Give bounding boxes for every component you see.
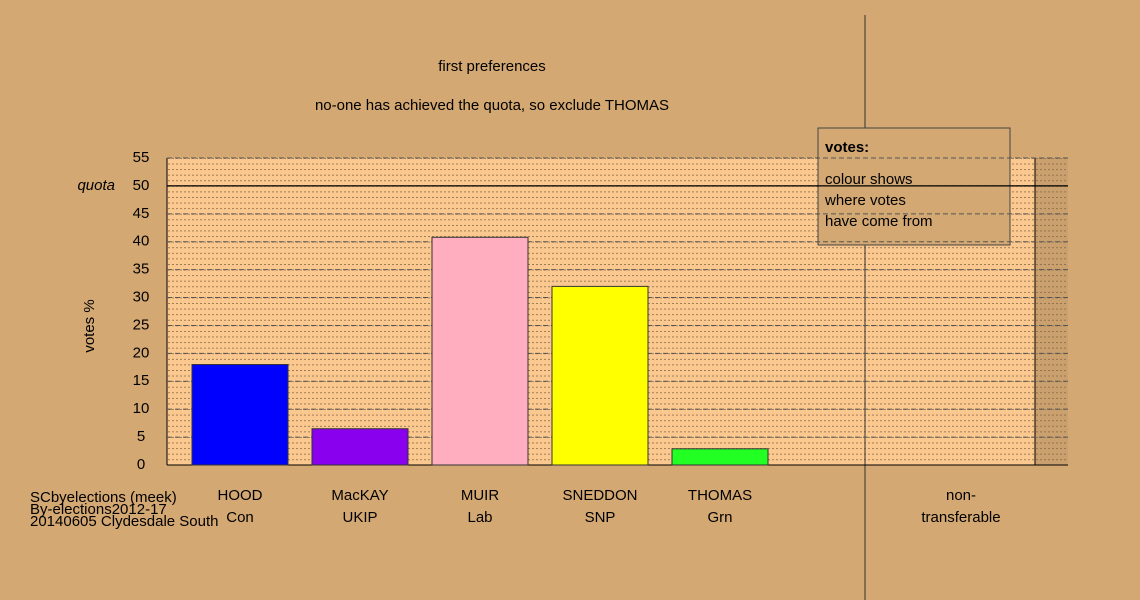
bar — [311, 428, 409, 466]
legend-text: where votes — [824, 192, 906, 209]
y-tick-label: 50 — [133, 177, 150, 194]
y-tick-label: 35 — [133, 261, 150, 278]
x-tick-label: HOOD — [218, 487, 263, 504]
bar — [191, 364, 289, 466]
chart-subtitle: no-one has achieved the quota, so exclud… — [315, 97, 669, 114]
y-tick-label: 10 — [133, 400, 150, 417]
bar — [551, 285, 649, 466]
y-tick-label: 30 — [133, 289, 150, 306]
x-tick-label: non- — [946, 487, 976, 504]
x-tick-label: THOMAS — [688, 487, 752, 504]
x-tick-label: SNP — [585, 509, 616, 526]
y-tick-label: 40 — [133, 233, 150, 250]
x-tick-label: MUIR — [461, 487, 499, 504]
legend-title: votes: — [825, 139, 869, 156]
x-tick-label: transferable — [921, 509, 1000, 526]
y-axis-label: votes % — [81, 299, 98, 352]
y-tick-label: 0 — [137, 456, 145, 473]
x-tick-label: SNEDDON — [562, 487, 637, 504]
legend-text: have come from — [825, 213, 933, 230]
y-tick-label: 25 — [133, 316, 150, 333]
footer-text: 20140605 Clydesdale South — [30, 513, 218, 530]
legend-text: colour shows — [825, 171, 913, 188]
y-tick-label: 5 — [137, 428, 145, 445]
x-tick-label: Grn — [707, 509, 732, 526]
minor-grid — [1035, 158, 1068, 465]
x-tick-label: UKIP — [342, 509, 377, 526]
y-tick-label: 20 — [133, 344, 150, 361]
footer-text: By-elections2012-17 — [30, 501, 167, 518]
x-tick-label: Lab — [467, 509, 492, 526]
chart-title: first preferences — [438, 58, 546, 75]
y-tick-label: 15 — [133, 372, 150, 389]
y-tick-label: 45 — [133, 205, 150, 222]
quota-label: quota — [77, 177, 115, 194]
x-tick-label: Con — [226, 509, 254, 526]
bar — [671, 448, 769, 466]
y-tick-label: 55 — [133, 149, 150, 166]
bar — [431, 236, 529, 466]
footer-text: SCbyelections (meek) — [30, 489, 177, 506]
x-tick-label: MacKAY — [331, 487, 388, 504]
